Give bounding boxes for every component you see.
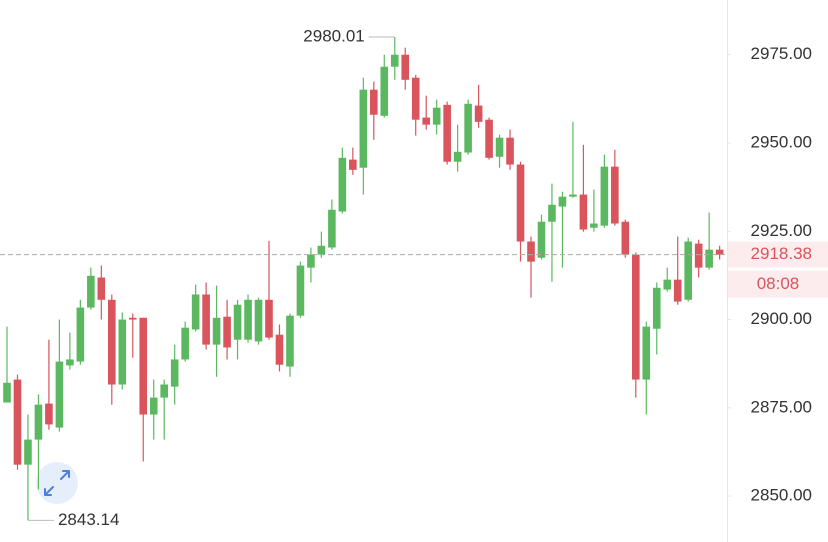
- expand-circle[interactable]: [36, 462, 78, 504]
- candle-body: [694, 243, 703, 268]
- candle-body: [139, 317, 148, 415]
- candle-body: [652, 287, 661, 329]
- candle-body: [286, 315, 294, 367]
- candle-body: [233, 304, 242, 340]
- candle-body: [537, 221, 546, 258]
- candle-body: [118, 319, 127, 385]
- candle-body: [317, 245, 326, 255]
- candle-body: [349, 159, 357, 170]
- candle-body: [181, 327, 189, 360]
- candle-body: [328, 209, 336, 248]
- countdown-label: 08:08: [757, 274, 800, 293]
- y-tick-label: 2925.00: [751, 221, 812, 240]
- y-tick-label: 2950.00: [751, 132, 812, 151]
- candle-body: [401, 54, 410, 80]
- candle-body: [108, 299, 116, 385]
- last-price-label: 2918.38: [751, 244, 812, 263]
- candle-body: [128, 317, 137, 320]
- candle-body: [611, 166, 619, 224]
- candle-body: [569, 194, 577, 197]
- candle-body: [673, 279, 682, 302]
- y-tick-label: 2975.00: [751, 44, 812, 63]
- candle-body: [296, 265, 305, 316]
- candle-body: [212, 317, 221, 345]
- candle-body: [45, 403, 53, 425]
- candle-body: [495, 137, 504, 157]
- y-tick-label: 2850.00: [751, 486, 812, 505]
- candle-body: [453, 151, 462, 162]
- candle-body: [34, 404, 43, 440]
- candle-body: [621, 221, 630, 255]
- candle-body: [202, 294, 210, 345]
- candle-body: [160, 384, 168, 398]
- candle-body: [506, 137, 514, 165]
- candle-body: [55, 361, 64, 428]
- candle-body: [307, 254, 315, 268]
- y-tick-label: 2900.00: [751, 309, 812, 328]
- candle-body: [370, 89, 378, 115]
- candle-body: [527, 241, 535, 262]
- candle-body: [464, 103, 472, 153]
- candle-body: [705, 249, 713, 268]
- candle-body: [254, 299, 263, 342]
- candle-body: [474, 105, 483, 122]
- candle-body: [244, 299, 252, 340]
- candle-body: [558, 196, 567, 207]
- candle-body: [24, 439, 32, 465]
- candle-body: [265, 299, 273, 338]
- candle-body: [632, 254, 640, 380]
- candle-body: [359, 89, 368, 168]
- countdown-box: [728, 270, 828, 298]
- candle-body: [422, 117, 430, 125]
- high-label: 2980.01: [303, 27, 364, 46]
- candle-body: [149, 397, 158, 415]
- candle-body: [3, 382, 11, 403]
- expand-button[interactable]: [36, 462, 78, 504]
- candle-body: [87, 275, 95, 308]
- expand-icon[interactable]: [44, 470, 70, 496]
- candle-body: [275, 334, 284, 365]
- candle-body: [97, 277, 106, 300]
- y-tick-label: 2875.00: [751, 397, 812, 416]
- candle-body: [411, 77, 420, 120]
- candle-body: [380, 66, 389, 116]
- candle-body: [390, 54, 399, 67]
- candle-body: [485, 119, 493, 158]
- candle-body: [579, 194, 588, 230]
- low-label: 2843.14: [58, 510, 119, 529]
- candle-body: [13, 379, 22, 465]
- candle-body: [715, 249, 724, 255]
- candle-body: [590, 223, 598, 228]
- candle-body: [338, 157, 347, 212]
- last-price-box: [728, 241, 828, 268]
- candle-body: [432, 107, 441, 125]
- candle-body: [548, 204, 556, 222]
- candle-body: [684, 241, 692, 300]
- candle-body: [66, 359, 74, 366]
- candle-body: [600, 166, 609, 226]
- candle-body: [170, 359, 179, 387]
- candle-body: [516, 164, 525, 242]
- candle-body: [663, 279, 672, 290]
- candle-body: [191, 294, 200, 330]
- candle-body: [76, 307, 85, 362]
- candle-body: [443, 104, 451, 162]
- candle-body: [223, 316, 231, 348]
- candle-body: [642, 326, 651, 380]
